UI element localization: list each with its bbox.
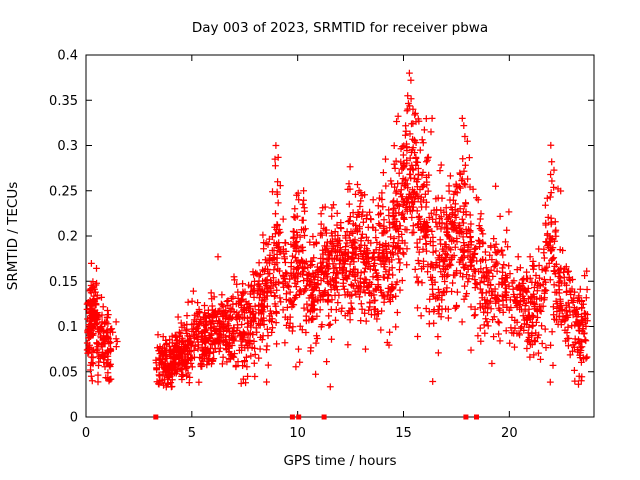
scatter-points: [83, 69, 591, 391]
axis-data-marker: [463, 414, 469, 420]
x-tick-label: 5: [188, 426, 196, 441]
y-tick-label: 0.15: [49, 275, 78, 290]
y-axis-label: SRMTID / TECUs: [5, 182, 21, 290]
axis-ticks: [85, 54, 594, 418]
y-tick-label: 0.25: [49, 184, 78, 199]
axis-data-marker: [296, 414, 302, 420]
y-tick-label: 0.1: [57, 320, 78, 335]
axis-data-marker: [289, 414, 295, 420]
y-tick-label: 0.2: [57, 230, 78, 245]
y-tick-label: 0.3: [57, 139, 78, 154]
chart-title: Day 003 of 2023, SRMTID for receiver pbw…: [192, 20, 488, 36]
y-tick-label: 0.4: [57, 49, 78, 64]
axis-data-marker: [321, 414, 327, 420]
x-tick-label: 20: [501, 426, 518, 441]
y-tick-label: 0.05: [49, 365, 78, 380]
axis-data-marker: [153, 414, 159, 420]
x-axis-label: GPS time / hours: [283, 453, 396, 469]
y-tick-label: 0.35: [49, 94, 78, 109]
x-tick-label: 0: [82, 426, 90, 441]
plot-area: 0 5 10 15 20 0 0.05 0.1 0.15 0.2 0.25 0.3 0.35 0.4: [49, 49, 595, 441]
x-tick-label: 10: [289, 426, 306, 441]
y-tick-label: 0: [70, 411, 78, 426]
axis-data-marker: [474, 414, 479, 420]
x-tick-label: 15: [395, 426, 412, 441]
